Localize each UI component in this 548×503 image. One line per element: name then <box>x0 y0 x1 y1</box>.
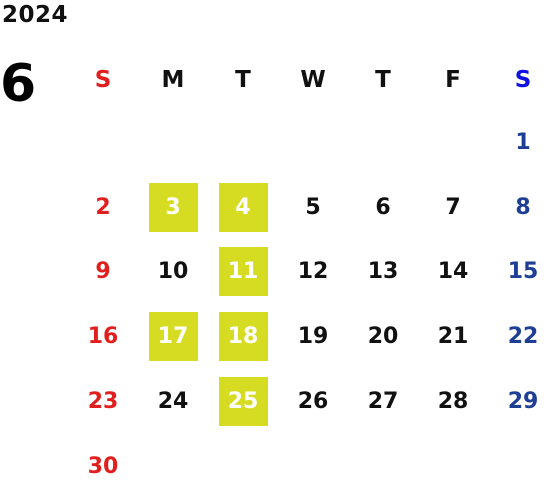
day-cell: 13 <box>348 240 418 305</box>
day-cell: 14 <box>418 240 488 305</box>
day-number: 22 <box>507 324 539 350</box>
empty-day-cell <box>68 110 138 175</box>
year-label: 2024 <box>2 2 69 28</box>
day-number: 29 <box>507 389 539 415</box>
empty-day-cell <box>418 434 488 499</box>
empty-day-cell <box>138 434 208 499</box>
day-cell: 12 <box>278 240 348 305</box>
day-cell: 22 <box>488 304 548 369</box>
weekday-header-wed: W <box>300 67 326 93</box>
day-cell: 19 <box>278 304 348 369</box>
empty-day-cell <box>488 434 548 499</box>
day-cell: 11 <box>208 240 278 305</box>
weekday-header-thu: T <box>375 67 391 93</box>
day-cell: 24 <box>138 369 208 434</box>
day-cell: 30 <box>68 434 138 499</box>
day-cell: 29 <box>488 369 548 434</box>
day-cell: 2 <box>68 175 138 240</box>
day-number: 21 <box>437 324 469 350</box>
day-number: 3 <box>148 182 198 232</box>
day-cell: 4 <box>208 175 278 240</box>
day-number: 4 <box>218 182 268 232</box>
day-number: 25 <box>218 377 268 427</box>
day-cell: 10 <box>138 240 208 305</box>
day-cell: 21 <box>418 304 488 369</box>
calendar-grid: S M T W T F S 1 2 3 4 5 6 7 8 9 10 11 12 13 14 15 16 17 1… <box>68 50 548 499</box>
day-cell: 26 <box>278 369 348 434</box>
day-cell: 1 <box>488 110 548 175</box>
day-number: 2 <box>95 194 111 220</box>
day-cell: 20 <box>348 304 418 369</box>
day-number: 11 <box>218 247 268 297</box>
weekday-header-fri: F <box>445 67 461 93</box>
day-number: 28 <box>437 389 469 415</box>
empty-day-cell <box>138 110 208 175</box>
weekday-header-tue: T <box>235 67 251 93</box>
day-number: 10 <box>157 259 189 285</box>
day-cell: 18 <box>208 304 278 369</box>
day-number: 20 <box>367 324 399 350</box>
day-cell: 17 <box>138 304 208 369</box>
day-number: 27 <box>367 389 399 415</box>
day-number: 19 <box>297 324 329 350</box>
empty-day-cell <box>348 434 418 499</box>
empty-day-cell <box>208 434 278 499</box>
day-number: 24 <box>157 389 189 415</box>
day-cell: 25 <box>208 369 278 434</box>
day-number: 18 <box>218 312 268 362</box>
day-cell: 7 <box>418 175 488 240</box>
day-number: 30 <box>87 453 119 479</box>
weekday-header-mon: M <box>161 67 185 93</box>
empty-day-cell <box>348 110 418 175</box>
day-cell: 8 <box>488 175 548 240</box>
day-cell: 23 <box>68 369 138 434</box>
day-number: 9 <box>95 259 111 285</box>
month-label: 6 <box>0 54 37 114</box>
day-cell: 3 <box>138 175 208 240</box>
day-cell: 5 <box>278 175 348 240</box>
day-number: 17 <box>148 312 198 362</box>
day-number: 26 <box>297 389 329 415</box>
weekday-header-sat: S <box>514 67 532 93</box>
day-number: 14 <box>437 259 469 285</box>
day-cell: 6 <box>348 175 418 240</box>
day-number: 5 <box>305 194 321 220</box>
day-cell: 9 <box>68 240 138 305</box>
empty-day-cell <box>418 110 488 175</box>
weekday-header-sun: S <box>94 67 112 93</box>
day-number: 12 <box>297 259 329 285</box>
day-number: 16 <box>87 324 119 350</box>
day-number: 7 <box>445 194 461 220</box>
day-number: 6 <box>375 194 391 220</box>
empty-day-cell <box>278 110 348 175</box>
day-cell: 27 <box>348 369 418 434</box>
day-number: 13 <box>367 259 399 285</box>
day-number: 1 <box>515 129 531 155</box>
day-cell: 28 <box>418 369 488 434</box>
empty-day-cell <box>278 434 348 499</box>
empty-day-cell <box>208 110 278 175</box>
day-number: 8 <box>515 194 531 220</box>
day-cell: 16 <box>68 304 138 369</box>
day-number: 23 <box>87 389 119 415</box>
day-number: 15 <box>507 259 539 285</box>
day-cell: 15 <box>488 240 548 305</box>
